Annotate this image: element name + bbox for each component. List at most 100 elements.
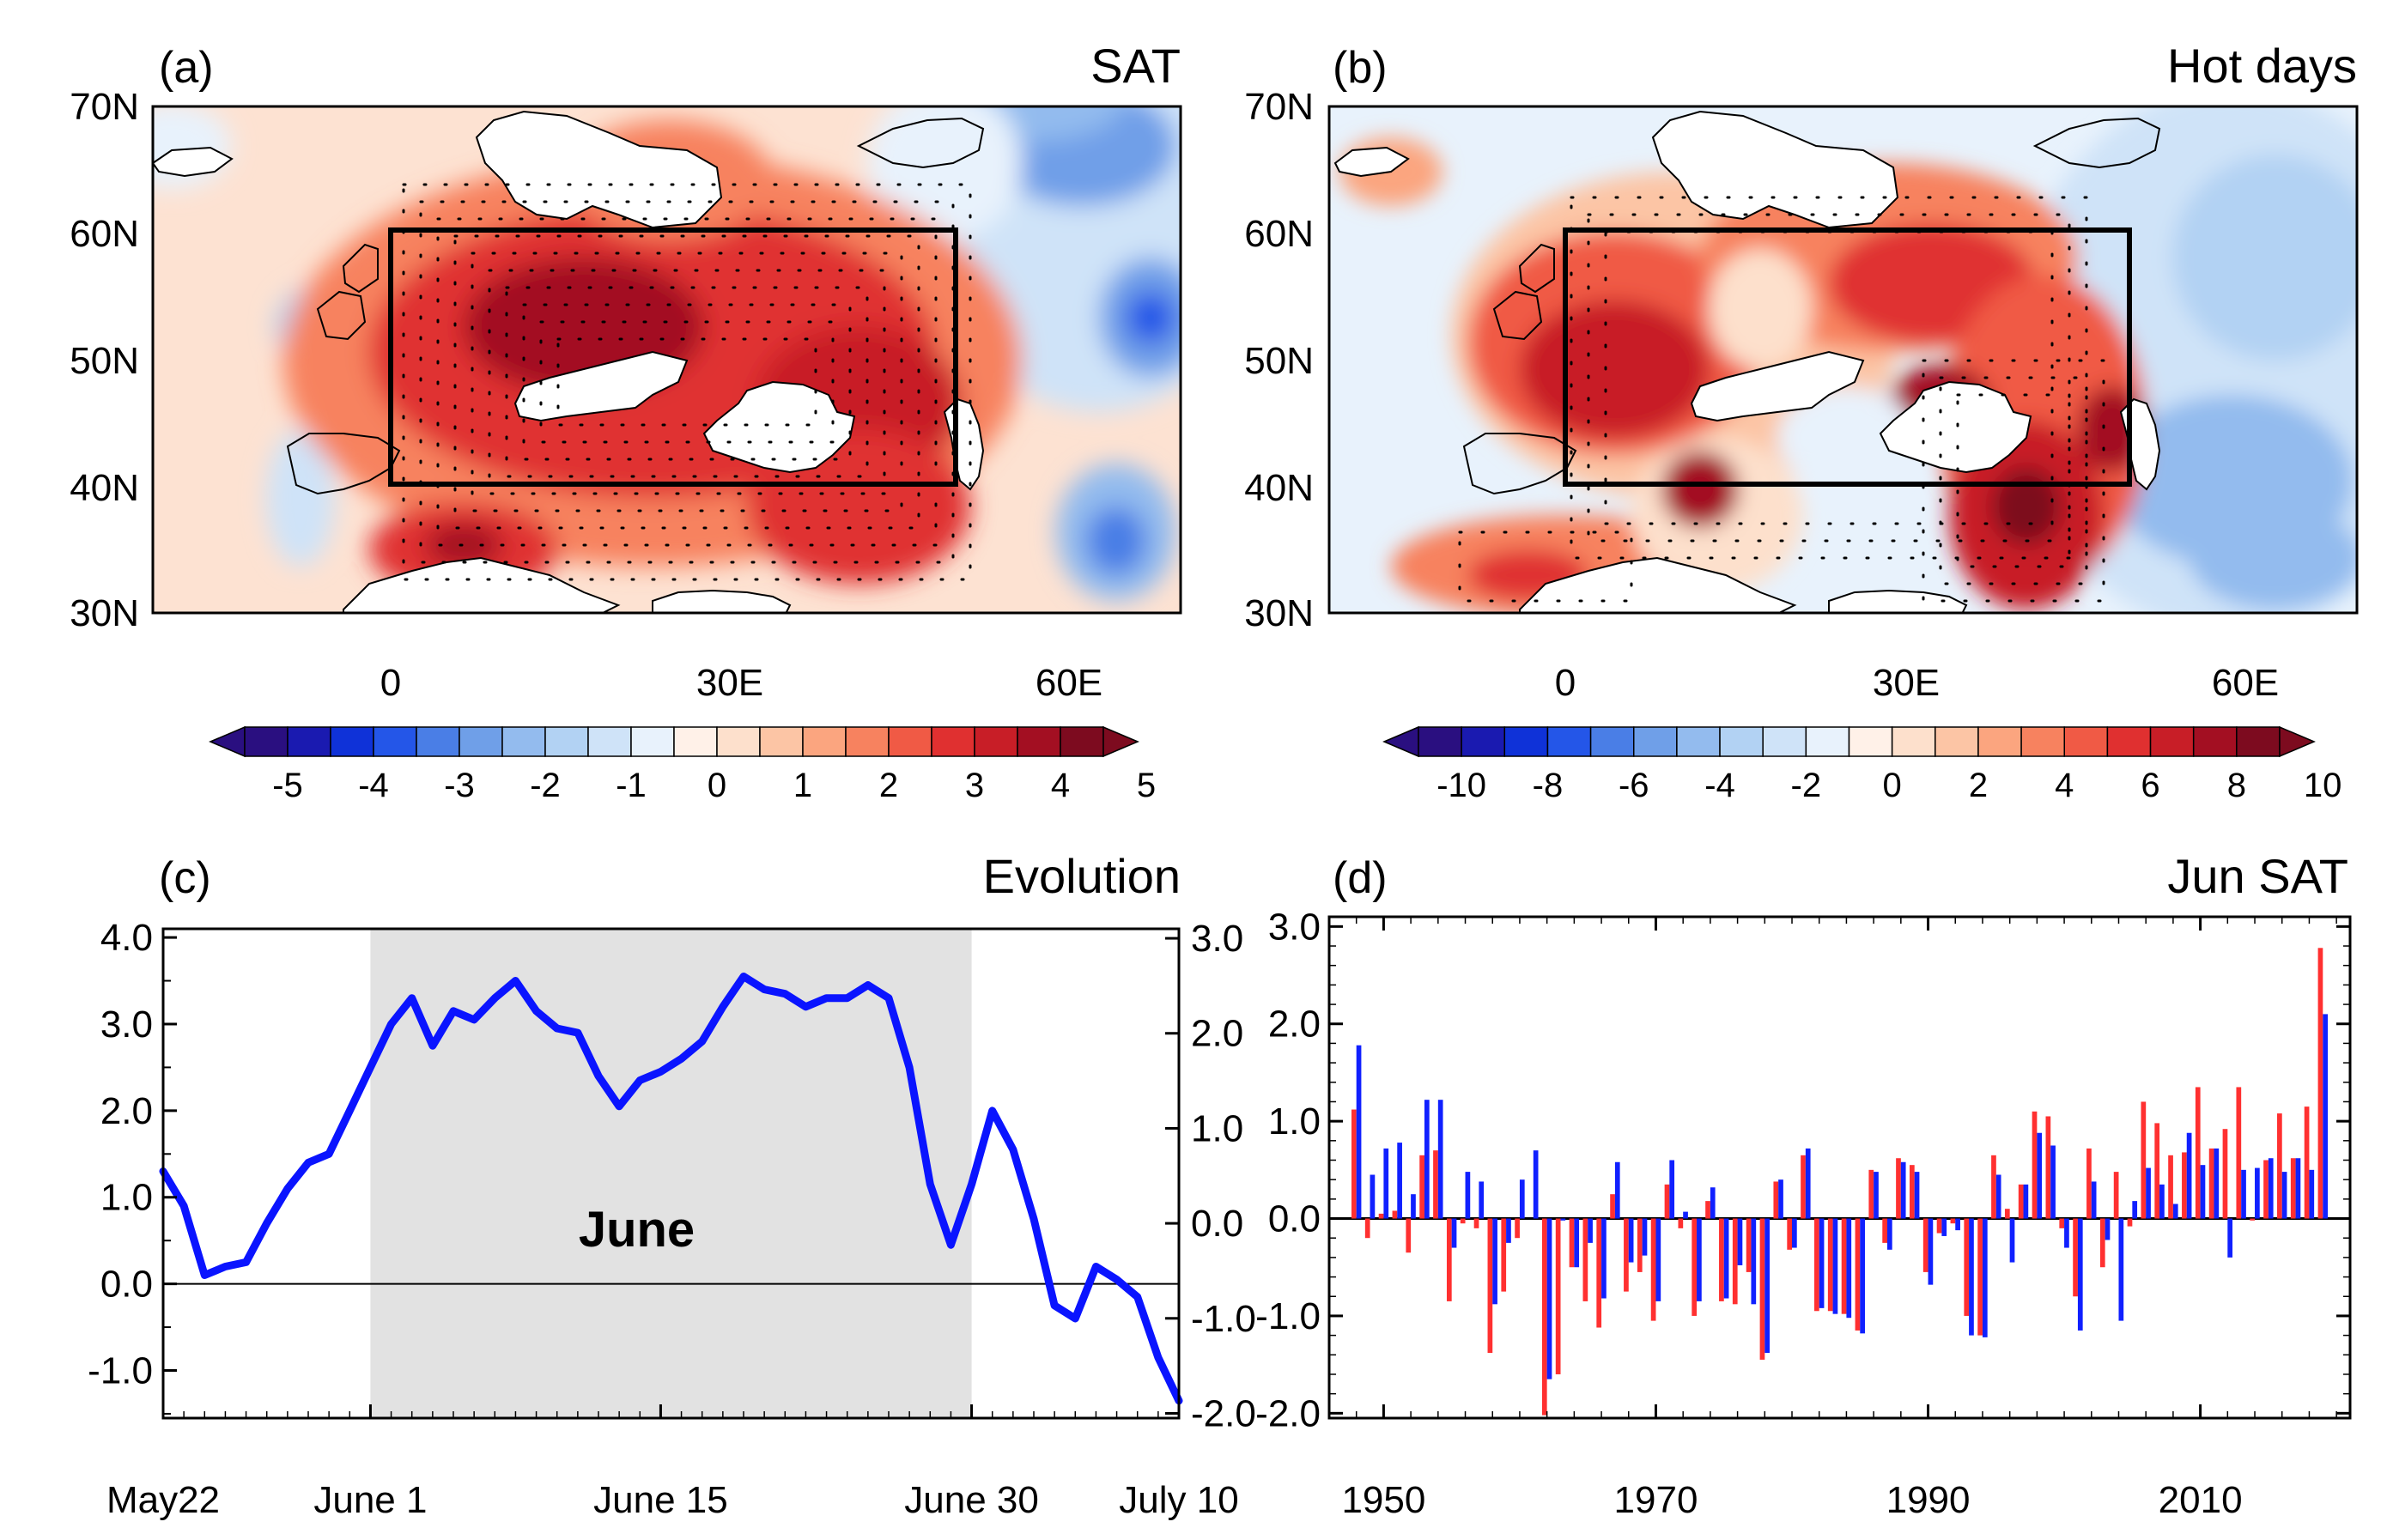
y-tick-label: 3.0 — [1268, 906, 1321, 948]
x-tick-label: June 30 — [904, 1479, 1039, 1521]
colorbar-label: 4 — [1051, 767, 1070, 804]
bar-blue — [1424, 1100, 1430, 1219]
bar-blue — [1874, 1172, 1879, 1219]
colorbar-cell — [1503, 726, 1549, 757]
bar-red — [2073, 1218, 2078, 1297]
bar-red — [1841, 1218, 1847, 1314]
bar-blue — [1995, 1174, 2001, 1219]
colorbar-cell — [1461, 726, 1506, 757]
bar-blue — [1669, 1160, 1675, 1219]
bar-red — [1814, 1218, 1819, 1312]
bar-blue — [1955, 1218, 1960, 1231]
bar-blue — [1846, 1218, 1852, 1319]
colorbar-label: -10 — [1436, 767, 1486, 804]
bar-red — [1801, 1155, 1806, 1219]
panel-a-lat-axis: 70N 60N 50N 40N 30N — [70, 86, 139, 634]
lon-label: 30E — [1873, 662, 1940, 704]
panel-a-map — [153, 106, 1181, 613]
colorbar-cell — [373, 726, 417, 757]
bar-blue — [1697, 1218, 1702, 1301]
panel-a-lon-axis: 0 30E 60E — [380, 662, 1102, 704]
colorbar-cell — [1719, 726, 1764, 757]
bar-blue — [2200, 1165, 2206, 1219]
colorbar-cell — [1805, 726, 1850, 757]
bar-red — [1406, 1218, 1412, 1253]
bar-red — [1991, 1155, 1996, 1219]
bar-blue — [1519, 1179, 1525, 1219]
colorbar-label: -4 — [358, 767, 389, 804]
bar-red — [1364, 1218, 1370, 1239]
bar-blue — [1397, 1143, 1402, 1219]
colorbar-cell — [1935, 726, 1979, 757]
bar-red — [2168, 1155, 2173, 1219]
colorbar-cell — [716, 726, 761, 757]
panel-d-title: Jun SAT — [2167, 849, 2348, 903]
colorbar-cell — [2063, 726, 2109, 757]
bar-red — [2236, 1087, 2242, 1219]
x-tick-label: 1970 — [1614, 1479, 1698, 1521]
panel-d-tag: (d) — [1333, 853, 1388, 903]
colorbar-label: -5 — [272, 767, 303, 804]
bar-red — [2208, 1148, 2214, 1219]
y2-tick-label: 0.0 — [1191, 1203, 1243, 1245]
bar-red — [1473, 1218, 1479, 1228]
june-label: June — [579, 1202, 695, 1258]
lat-label: 70N — [70, 86, 139, 128]
colorbar-cell — [1017, 726, 1061, 757]
lat-label: 30N — [1244, 592, 1314, 634]
bar-blue — [1411, 1194, 1416, 1219]
bar-red — [2182, 1152, 2187, 1219]
bar-blue — [2241, 1169, 2246, 1219]
bar-red — [2099, 1218, 2105, 1268]
bar-blue — [1533, 1150, 1539, 1219]
colorbar-cell — [2192, 726, 2238, 757]
lat-label: 70N — [1244, 86, 1314, 128]
bar-blue — [1710, 1187, 1716, 1219]
bar-red — [1637, 1218, 1643, 1272]
bar-blue — [2105, 1218, 2111, 1240]
colorbar-cell — [244, 726, 289, 757]
sat-evolution-line — [159, 973, 1183, 1405]
x-tick-label: June 15 — [593, 1479, 728, 1521]
panel-c-tag: (c) — [159, 853, 211, 903]
colorbar-cell — [1633, 726, 1678, 757]
lon-label: 60E — [1036, 662, 1102, 704]
bar-blue — [2064, 1218, 2069, 1248]
bar-blue — [2214, 1148, 2220, 1219]
panel-a-region-box — [388, 227, 958, 487]
colorbar-cell — [1891, 726, 1936, 757]
y2-tick-label: -2.0 — [1191, 1392, 1256, 1434]
colorbar-label: 2 — [879, 767, 898, 804]
panel-b-colorbar: -10 -8 -6 -4 -2 0 2 4 6 8 10 — [1382, 725, 2341, 804]
panel-b-colorbar-cells — [1382, 725, 2316, 758]
bar-red — [1419, 1155, 1424, 1219]
bar-red — [1746, 1218, 1752, 1272]
panel-b-region-box — [1563, 227, 2132, 487]
bar-blue — [2037, 1132, 2043, 1219]
lon-label: 0 — [380, 662, 401, 704]
panel-b-frame — [1327, 105, 2359, 615]
bar-blue — [1574, 1218, 1580, 1268]
bar-red — [1501, 1218, 1507, 1292]
colorbar-label: 2 — [1969, 767, 1988, 804]
y-tick-label: -1.0 — [1255, 1295, 1321, 1337]
colorbar-label: 6 — [2141, 767, 2159, 804]
panel-c-title: Evolution — [983, 849, 1181, 903]
bar-blue — [2309, 1169, 2315, 1219]
panel-a-colorbar: -5 -4 -3 -2 -1 0 1 2 3 4 5 — [209, 725, 1156, 804]
panel-a-frame — [151, 105, 1182, 615]
bar-blue — [1982, 1218, 1988, 1337]
bar-red — [2127, 1218, 2133, 1227]
colorbar-cell — [759, 726, 804, 757]
panel-b-colorbar-labels: -10 -8 -6 -4 -2 0 2 4 6 8 10 — [1436, 767, 2341, 804]
colorbar-label: 1 — [793, 767, 812, 804]
bar-blue — [1642, 1218, 1648, 1256]
colorbar-cell — [1060, 726, 1104, 757]
lat-label: 30N — [70, 592, 139, 634]
bar-blue — [1941, 1218, 1947, 1236]
bar-blue — [1628, 1218, 1634, 1263]
bar-red — [1446, 1218, 1452, 1301]
bar-blue — [2146, 1167, 2151, 1219]
bar-blue — [1614, 1161, 1620, 1219]
lon-label: 0 — [1555, 662, 1576, 704]
